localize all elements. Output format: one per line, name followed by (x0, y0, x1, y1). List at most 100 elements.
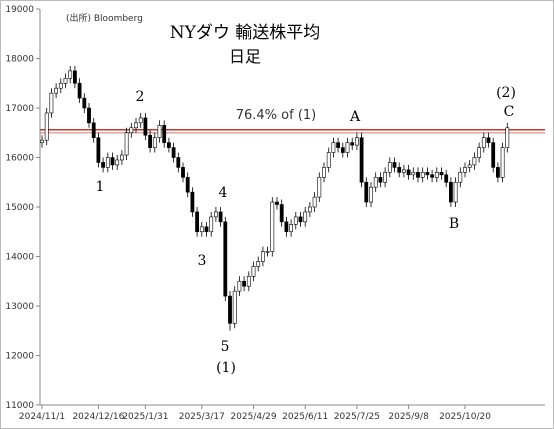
x-tick-label: 2025/3/17 (179, 412, 225, 422)
candle-body (378, 177, 383, 183)
candle-body (406, 169, 411, 176)
x-tick-label: 2024/11/1 (19, 412, 65, 422)
candle-body (162, 125, 167, 143)
candle-body (143, 117, 148, 136)
candle-body (190, 191, 195, 213)
y-tick-label: 17000 (5, 104, 34, 114)
candle-body (354, 137, 359, 146)
wave-label: A (349, 109, 361, 125)
candle-body (256, 261, 261, 267)
candle-body (124, 132, 129, 156)
y-tick-label: 18000 (5, 55, 34, 65)
candle-body (138, 117, 143, 124)
candle-body (270, 201, 275, 252)
candle-body (317, 177, 322, 198)
candle-body (416, 172, 420, 178)
candle-body (204, 226, 209, 233)
candle-body (246, 275, 251, 287)
candle-body (444, 174, 449, 183)
y-tick-label: 12000 (5, 352, 34, 362)
candle-body (500, 147, 505, 178)
candle-body (54, 87, 59, 94)
candle-body (505, 127, 510, 148)
candle-body (495, 167, 500, 178)
candle-body (430, 174, 435, 178)
candle-body (209, 216, 214, 233)
candle-body (110, 157, 115, 166)
candle-body (481, 137, 486, 148)
candle-body (336, 142, 341, 148)
candle-body (345, 142, 350, 153)
candle-body (411, 172, 416, 176)
candle-body (148, 134, 153, 148)
candle-body (387, 162, 392, 173)
candle-body (453, 181, 458, 203)
source: (出所) Bloomberg (66, 12, 143, 24)
candle-body (289, 224, 294, 233)
candle-body (40, 139, 44, 143)
candle-body (472, 157, 477, 166)
wave-label: 3 (198, 253, 207, 269)
candle-body (420, 172, 425, 178)
wave-label: 2 (136, 89, 145, 105)
candle-body (171, 147, 176, 158)
reference-label: 76.4% of (1) (236, 108, 317, 123)
candle-body (115, 159, 120, 166)
y-tick-label: 15000 (5, 203, 34, 213)
candle-body (105, 157, 110, 168)
candle-body (237, 280, 242, 292)
candle-body (96, 137, 101, 163)
wave-label: C (504, 104, 515, 120)
candle-body (251, 266, 256, 277)
wave-label: B (449, 216, 459, 232)
candle-body (77, 82, 82, 99)
candle-body (477, 147, 482, 158)
candle-body (439, 172, 444, 176)
candle-body (63, 78, 68, 84)
candle-body (91, 122, 96, 138)
candle-body (73, 70, 77, 84)
candle-body (364, 181, 369, 203)
candle-body (434, 172, 439, 178)
candle-body (307, 206, 312, 213)
chart-subtitle: 日足 (229, 47, 261, 66)
candle-body (58, 82, 63, 89)
candle-body (134, 122, 138, 129)
candle-body (181, 167, 185, 178)
candle-body (458, 172, 463, 183)
candle-body (425, 172, 430, 176)
candle-body (82, 97, 87, 109)
y-tick-label: 14000 (5, 253, 34, 263)
candle-body (214, 211, 218, 218)
candle-body (401, 169, 406, 173)
x-tick-label: 2025/1/31 (122, 412, 168, 422)
candle-body (373, 177, 378, 188)
candle-body (383, 172, 388, 183)
x-tick-label: 2025/7/25 (334, 412, 380, 422)
y-tick-label: 11000 (5, 401, 34, 411)
candle-body (275, 201, 279, 205)
y-tick-label: 16000 (5, 154, 34, 164)
candle-body (223, 221, 228, 297)
candle-body (129, 127, 134, 134)
candle-body (199, 226, 204, 233)
candle-body (486, 137, 491, 143)
x-tick-label: 2025/4/29 (230, 412, 276, 422)
candle-body (49, 92, 54, 114)
candle-body (152, 137, 157, 148)
x-tick-label: 2025/6/11 (282, 412, 328, 422)
candle-body (185, 177, 190, 193)
candle-body (312, 196, 317, 208)
x-tick-label: 2024/12/16 (72, 412, 124, 422)
candle-body (101, 162, 106, 168)
candle-body (218, 211, 223, 223)
x-tick-label: 2025/10/20 (439, 412, 491, 422)
candle-body (293, 216, 298, 225)
y-tick-label: 13000 (5, 302, 34, 312)
wave-label: 5 (221, 339, 230, 355)
candle-body (232, 290, 237, 324)
candle-body (303, 211, 308, 223)
candle-body (463, 167, 467, 173)
